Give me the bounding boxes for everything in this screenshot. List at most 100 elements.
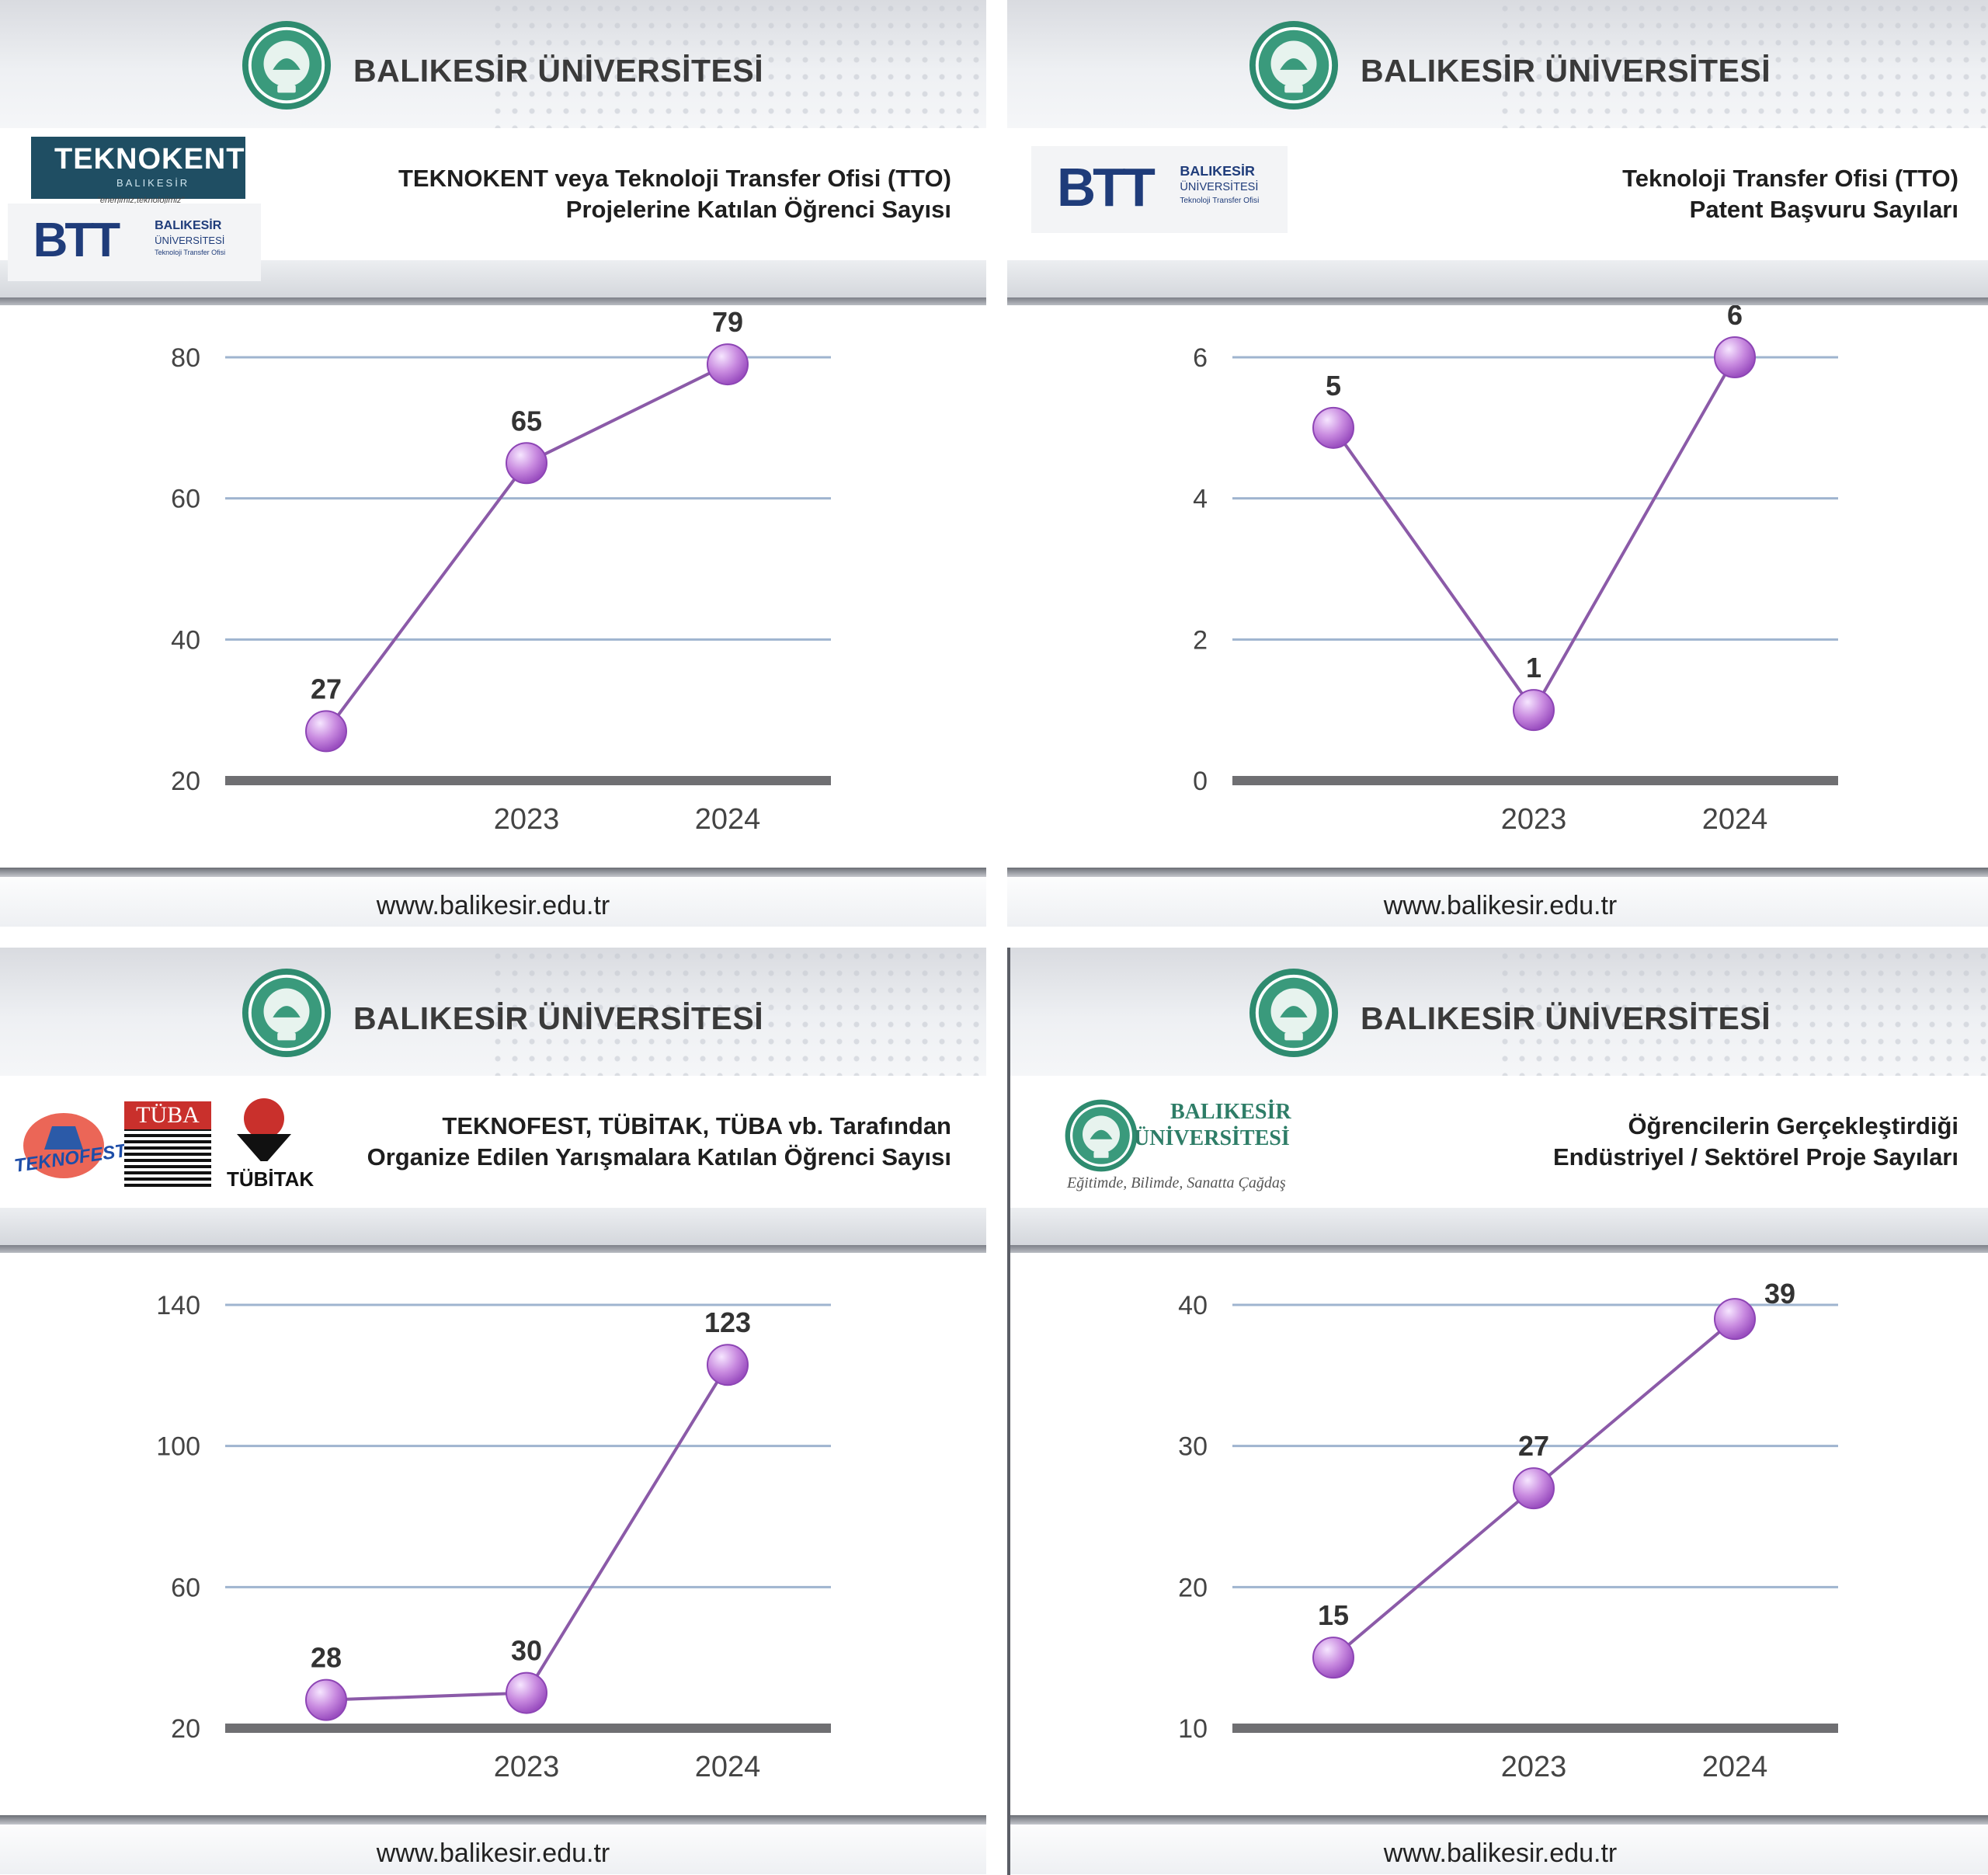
panel-patent: BALIKESİR ÜNİVERSİTESİ Teknoloji Transfer… [1007,0,1988,927]
data-point [1513,1467,1555,1510]
data-point [506,442,547,485]
university-seal-icon [1248,967,1340,1059]
divider-line [1007,948,1010,1875]
footer [0,1815,986,1874]
panel-title-line1: TEKNOFEST, TÜBİTAK, TÜBA vb. Tarafından [442,1112,951,1139]
data-point [305,710,347,753]
x-tick-label: 2024 [695,803,761,836]
y-tick-label: 60 [171,1573,200,1602]
btt-tto-logo: BTT BALIKESİR ÜNİVERSİTESİ Teknoloji Transf… [1031,146,1288,233]
panel-title-line2: Organize Edilen Yarışmalara Katılan Öğre… [367,1143,951,1171]
title-band-divider [0,1245,986,1253]
footer-divider [1007,1815,1988,1825]
teknokent-slogan: "enerjimiz,teknolojimiz" [97,196,185,205]
data-label: 65 [511,405,542,437]
footer-url: www.balikesir.edu.tr [1383,891,1618,920]
data-label: 5 [1326,370,1341,402]
panel-industry-projects: BALIKESİR ÜNİVERSİTESİ Öğrencilerin Gerçe… [1007,948,1988,1874]
y-tick-label: 20 [171,767,200,796]
title-band-divider [1007,1245,1988,1253]
y-tick-label: 80 [171,343,200,373]
data-label: 6 [1727,305,1743,331]
tuba-text: TÜBA [124,1101,211,1129]
footer-divider [0,1815,986,1825]
tubitak-crescent-icon [237,1098,291,1165]
panel-title: Öğrencilerin Gerçekleştirdiği Endüstriyel… [1260,1111,1958,1173]
data-point [305,1678,347,1721]
footer-url: www.balikesir.edu.tr [376,891,610,920]
btt-name: BALIKESİR [155,219,222,232]
btt-letters: BTT [1057,157,1156,218]
data-point [707,343,749,386]
x-tick-label: 2023 [1501,1751,1567,1783]
script-line1: BALIKESİR [1170,1100,1291,1124]
btt-tag: Teknoloji Transfer Ofisi [155,249,226,256]
line-chart: 0 2 4 6 2023 2024 5 1 6 [1193,305,1838,836]
university-seal-icon [1248,19,1340,111]
panel-title: TEKNOKENT veya Teknoloji Transfer Ofisi … [252,163,951,225]
data-label: 27 [311,673,342,704]
x-tick-label: 2024 [1702,803,1768,836]
btt-sub: ÜNİVERSİTESİ [1180,180,1259,193]
y-tick-label: 40 [1178,1291,1208,1320]
panel-title: Teknoloji Transfer Ofisi (TTO) Patent Baş… [1260,163,1958,225]
teknokent-sub: BALIKESİR [116,177,190,189]
university-seal-icon [241,967,332,1059]
data-point [1312,1637,1354,1679]
teknofest-logo: TEKNOFEST [9,1103,127,1188]
panel-title-line1: Teknoloji Transfer Ofisi (TTO) [1622,165,1958,192]
footer [1007,1815,1988,1874]
footer-url: www.balikesir.edu.tr [376,1838,610,1868]
tuba-logo: TÜBA [124,1101,211,1187]
y-tick-label: 20 [171,1714,200,1744]
y-tick-label: 6 [1193,343,1208,373]
panel-teknokent: BALIKESİR ÜNİVERSİTESİ TEKNOKENT veya Tek… [0,0,986,927]
script-line2: ÜNİVERSİTESİ [1134,1126,1290,1150]
header-background [0,0,986,128]
panel-title-line1: TEKNOKENT veya Teknoloji Transfer Ofisi … [398,165,951,192]
data-label: 15 [1318,1599,1349,1631]
university-script-logo: BALIKESİR ÜNİVERSİTESİ Eğitimde, Bilimde, … [1058,1094,1314,1195]
data-label: 79 [712,306,743,338]
data-point [707,1344,749,1386]
data-label: 123 [704,1306,751,1338]
title-band-divider [0,297,986,305]
university-seal-icon [241,19,332,111]
btt-sub: ÜNİVERSİTESİ [155,235,225,246]
data-point [1513,689,1555,732]
y-tick-label: 10 [1178,1714,1208,1744]
y-tick-label: 60 [171,485,200,514]
data-label: 1 [1526,652,1541,684]
script-motto: Eğitimde, Bilimde, Sanatta Çağdaş [1067,1174,1286,1191]
y-tick-label: 0 [1193,767,1208,796]
panel-gap [986,0,1007,1875]
y-tick-label: 100 [156,1432,200,1462]
data-point [1714,1298,1756,1341]
data-label: 27 [1518,1430,1549,1462]
btt-name: BALIKESİR [1180,163,1255,179]
x-tick-label: 2024 [1702,1751,1768,1783]
header-background [1007,948,1988,1076]
title-band-shade [1007,1208,1988,1245]
data-point [506,1671,547,1714]
line-chart: 10 20 30 40 2023 2024 15 27 39 [1178,1278,1838,1783]
y-tick-label: 2 [1193,625,1208,655]
title-band-shade [0,1208,986,1245]
university-name: BALIKESİR ÜNİVERSİTESİ [1361,1000,1771,1036]
footer-url: www.balikesir.edu.tr [1383,1838,1618,1868]
header-background [1007,0,1988,128]
y-tick-label: 40 [171,625,200,655]
line-chart: 20 60 100 140 2023 2024 28 30 123 [156,1291,831,1783]
university-name: BALIKESİR ÜNİVERSİTESİ [1361,53,1771,89]
btt-tto-logo: BTT BALIKESİR ÜNİVERSİTESİ Teknoloji Transf… [8,204,261,281]
panel-title-line2: Patent Başvuru Sayıları [1689,196,1958,223]
title-band [1007,1076,1988,1208]
panel-title-line2: Endüstriyel / Sektörel Proje Sayıları [1552,1143,1958,1171]
x-tick-label: 2023 [494,803,560,836]
panel-title: TEKNOFEST, TÜBİTAK, TÜBA vb. Tarafından O… [252,1111,951,1173]
x-tick-label: 2024 [695,1751,761,1783]
y-tick-label: 4 [1193,485,1208,514]
footer-divider [0,868,986,877]
tubitak-logo: TÜBİTAK [225,1091,314,1192]
footer [1007,868,1988,927]
